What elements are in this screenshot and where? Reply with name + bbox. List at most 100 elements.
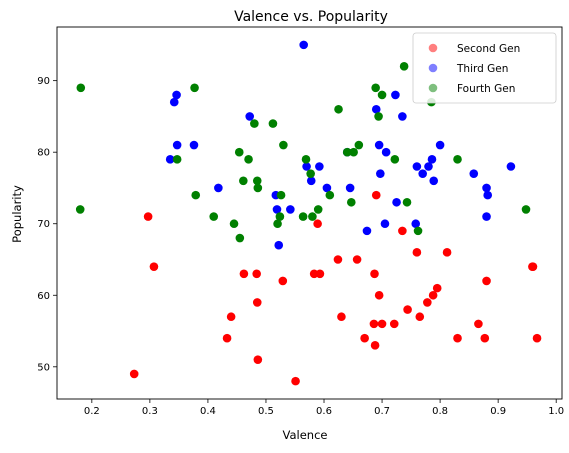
data-point bbox=[299, 40, 308, 50]
data-point bbox=[403, 305, 412, 314]
legend-marker bbox=[428, 43, 438, 53]
data-point bbox=[402, 197, 412, 207]
data-point bbox=[274, 240, 284, 250]
data-point bbox=[374, 112, 383, 121]
data-point bbox=[380, 219, 390, 229]
x-tick-label: 0.7 bbox=[374, 406, 390, 417]
data-point bbox=[235, 233, 245, 243]
data-point bbox=[428, 290, 438, 300]
data-point bbox=[453, 155, 462, 164]
data-point bbox=[415, 312, 425, 322]
data-point bbox=[252, 176, 262, 186]
y-tick-label: 60 bbox=[37, 291, 50, 302]
x-tick-label: 0.6 bbox=[316, 406, 332, 417]
legend: Second Gen Third Gen Fourth Gen bbox=[412, 32, 557, 104]
data-point bbox=[334, 104, 343, 114]
legend-marker bbox=[428, 63, 438, 73]
data-point bbox=[374, 140, 384, 150]
data-point bbox=[377, 319, 387, 329]
data-point bbox=[234, 147, 244, 157]
series-2 bbox=[75, 62, 531, 243]
data-point bbox=[172, 90, 181, 100]
data-point bbox=[149, 262, 159, 271]
data-point bbox=[286, 205, 295, 214]
data-point bbox=[276, 190, 286, 200]
series-0 bbox=[129, 190, 542, 386]
y-axis-label: Popularity bbox=[10, 185, 24, 243]
data-point bbox=[391, 90, 400, 100]
data-point bbox=[369, 319, 379, 329]
data-point bbox=[424, 162, 433, 171]
data-point bbox=[302, 162, 311, 171]
data-point bbox=[362, 226, 372, 236]
data-point bbox=[398, 226, 407, 236]
chart-title: Valence vs. Popularity bbox=[234, 9, 388, 25]
data-point bbox=[412, 162, 422, 171]
data-point bbox=[360, 333, 369, 343]
data-point bbox=[253, 183, 263, 193]
data-point bbox=[273, 219, 282, 229]
x-tick-label: 0.3 bbox=[142, 406, 158, 417]
data-point bbox=[190, 83, 199, 93]
data-point bbox=[143, 212, 153, 221]
data-point bbox=[172, 140, 182, 150]
data-point bbox=[482, 183, 491, 193]
y-tick-label: 90 bbox=[37, 76, 50, 87]
data-point bbox=[389, 319, 399, 329]
data-point bbox=[398, 112, 407, 121]
data-point bbox=[390, 155, 400, 164]
data-point bbox=[411, 219, 421, 229]
data-point bbox=[418, 169, 427, 178]
data-point bbox=[306, 169, 315, 178]
data-point bbox=[325, 190, 335, 200]
data-point bbox=[272, 205, 282, 214]
data-point bbox=[482, 276, 491, 286]
data-point bbox=[399, 62, 409, 71]
data-point bbox=[209, 212, 219, 221]
y-axis: 50 60 70 80 90 bbox=[37, 76, 57, 373]
legend-marker bbox=[428, 83, 438, 93]
data-point bbox=[322, 183, 332, 193]
data-point bbox=[298, 212, 308, 221]
y-tick-label: 70 bbox=[37, 219, 50, 230]
y-tick-label: 50 bbox=[37, 362, 50, 373]
data-point bbox=[301, 155, 311, 164]
data-point bbox=[453, 333, 462, 343]
data-point bbox=[239, 176, 248, 186]
data-point bbox=[381, 147, 391, 157]
data-point bbox=[429, 176, 439, 186]
x-tick-label: 0.8 bbox=[432, 406, 448, 417]
data-point bbox=[435, 140, 445, 150]
x-axis: 0.2 0.3 0.4 0.5 0.6 0.7 0.8 0.9 1.0 bbox=[84, 399, 564, 417]
data-point bbox=[278, 276, 288, 286]
data-point bbox=[482, 212, 491, 221]
legend-label: Third Gen bbox=[456, 63, 508, 75]
x-axis-label: Valence bbox=[283, 428, 328, 442]
data-point bbox=[226, 312, 236, 322]
data-point bbox=[371, 83, 380, 93]
data-point bbox=[222, 333, 232, 343]
data-point bbox=[239, 269, 249, 279]
data-point bbox=[521, 205, 531, 214]
data-point bbox=[129, 369, 139, 379]
data-point bbox=[279, 140, 288, 150]
data-point bbox=[442, 248, 452, 257]
data-point bbox=[306, 176, 316, 186]
x-tick-label: 0.2 bbox=[84, 406, 100, 417]
data-point bbox=[528, 262, 538, 271]
data-point bbox=[214, 183, 223, 193]
data-point bbox=[244, 155, 253, 164]
data-point bbox=[342, 147, 352, 157]
data-point bbox=[253, 355, 263, 364]
legend-label: Fourth Gen bbox=[457, 83, 515, 95]
data-point bbox=[313, 219, 322, 229]
data-point bbox=[313, 205, 323, 214]
data-point bbox=[172, 155, 182, 164]
data-point bbox=[229, 219, 239, 229]
data-point bbox=[250, 119, 259, 128]
data-point bbox=[252, 269, 261, 279]
data-point bbox=[252, 298, 262, 307]
data-point bbox=[480, 333, 490, 343]
data-point bbox=[191, 190, 201, 200]
data-point bbox=[315, 162, 324, 171]
